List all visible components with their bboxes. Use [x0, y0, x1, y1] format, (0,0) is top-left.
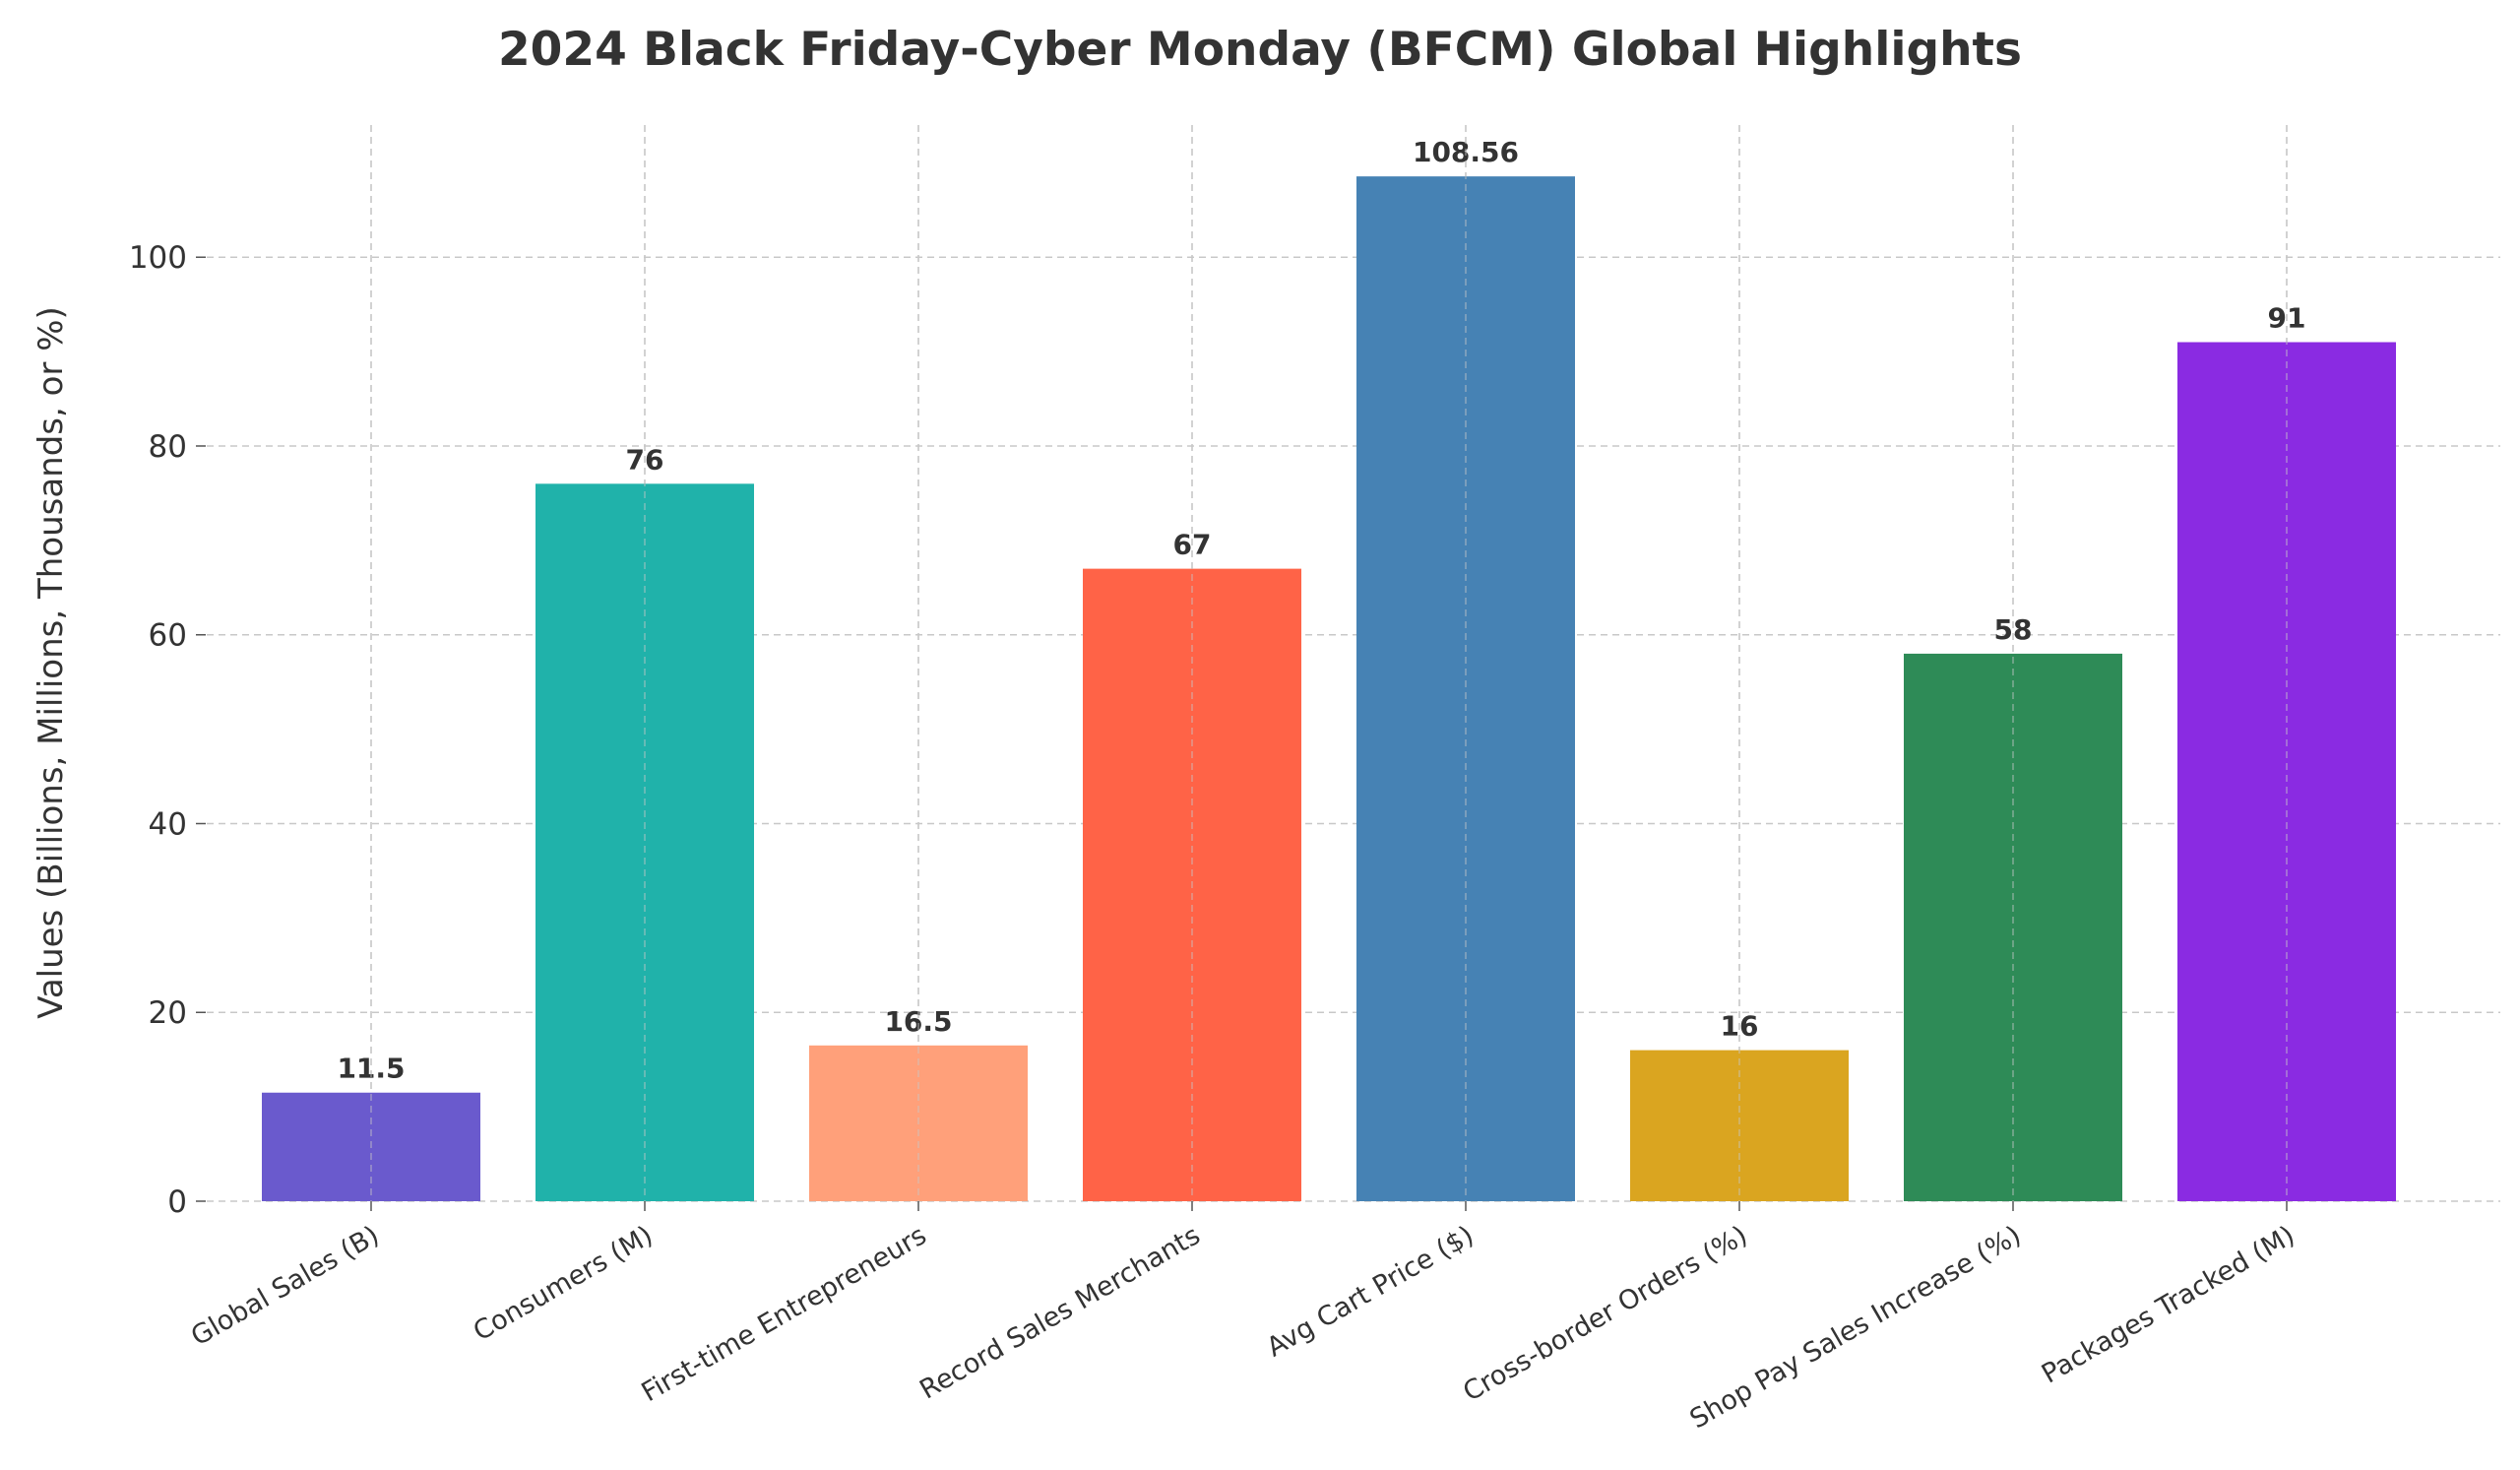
x-tick-label: Record Sales Merchants: [914, 1220, 1205, 1405]
y-tick-label: 60: [149, 618, 187, 654]
x-tick-label: Global Sales (B): [186, 1220, 384, 1352]
y-axis: 0 20 40 60 80 100: [129, 240, 206, 1220]
x-tick-label: Consumers (M): [469, 1220, 659, 1347]
bar-value-label: 58: [1994, 613, 2033, 646]
y-tick-label: 80: [149, 429, 187, 465]
x-tick-label: First-time Entrepreneurs: [637, 1220, 932, 1408]
bar: [1356, 176, 1575, 1201]
bars: [262, 176, 2396, 1201]
x-tick-label: Packages Tracked (M): [2037, 1220, 2300, 1389]
y-tick-label: 0: [167, 1184, 187, 1220]
bar-value-label: 11.5: [337, 1053, 405, 1085]
x-axis: Global Sales (B) Consumers (M)First-time …: [186, 1201, 2300, 1435]
x-tick-label: Cross-border Orders (%): [1458, 1220, 1752, 1408]
x-tick-label: Avg Cart Price ($): [1262, 1220, 1480, 1363]
y-tick-label: 100: [129, 240, 187, 276]
chart-title: 2024 Black Friday-Cyber Monday (BFCM) Gl…: [498, 23, 2022, 77]
y-tick-label: 20: [149, 995, 187, 1031]
bar-value-label: 16.5: [884, 1005, 952, 1038]
y-axis-label: Values (Billions, Millions, Thousands, o…: [32, 306, 71, 1019]
y-tick-label: 40: [149, 806, 187, 842]
